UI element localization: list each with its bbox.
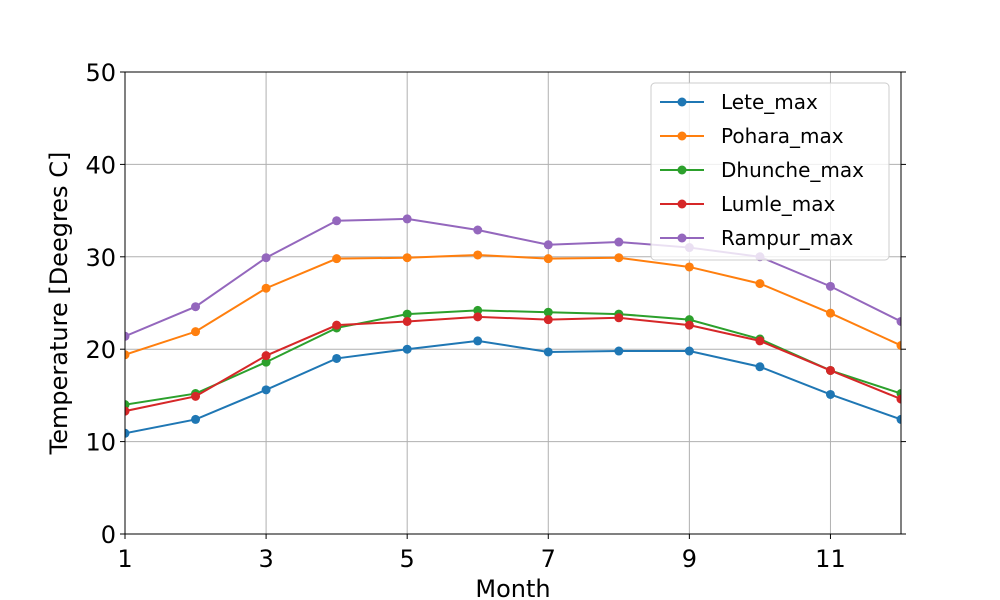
data-point-pohara-max (125, 350, 130, 360)
data-point-lumle-max (825, 365, 835, 375)
data-point-pohara-max (825, 308, 835, 318)
data-point-lete-max (473, 336, 483, 346)
legend-box (650, 82, 890, 261)
y-tick-label: 10 (85, 429, 116, 457)
y-tick-label: 20 (85, 336, 116, 364)
y-tick-label: 0 (101, 521, 116, 549)
data-point-lete-max (896, 414, 901, 424)
legend-entry-dhunche-max: Dhunche_max (660, 158, 864, 182)
legend-entry-rampur-max: Rampur_max (660, 226, 854, 250)
data-point-lete-max (543, 347, 553, 357)
legend-marker-swatch (677, 165, 687, 175)
y-tick-label: 50 (85, 59, 116, 87)
data-point-dhunche-max (261, 357, 271, 367)
series-line-lete-max (125, 339, 901, 435)
series-lumle-max (125, 312, 901, 416)
data-point-dhunche-max (473, 305, 483, 315)
x-tick-label: 5 (400, 545, 415, 573)
data-point-lumle-max (191, 391, 201, 401)
data-point-pohara-max (543, 254, 553, 264)
legend-marker-swatch (677, 199, 687, 209)
data-point-lete-max (125, 428, 130, 438)
legend-marker-swatch (677, 233, 687, 243)
x-axis-label: Month (475, 575, 550, 600)
data-point-lumle-max (543, 315, 553, 325)
data-point-lumle-max (402, 316, 412, 326)
legend-label: Dhunche_max (721, 158, 864, 182)
legend: Lete_max Pohara_max Dhunche_max Lumle_max Ra… (650, 82, 890, 261)
data-point-lete-max (614, 346, 624, 356)
data-point-lete-max (402, 344, 412, 354)
series-line-rampur-max (125, 217, 901, 338)
data-point-pohara-max (755, 279, 765, 289)
data-point-lete-max (332, 353, 342, 363)
axis-ticks: 1 3 5 7 9 11 0 10 20 30 40 50 (85, 59, 906, 573)
series-line-dhunche-max (125, 309, 901, 406)
legend-label: Lete_max (721, 90, 818, 114)
plot-frame (124, 71, 902, 535)
x-tick-label: 1 (117, 545, 132, 573)
legend-label: Pohara_max (721, 124, 844, 148)
data-point-rampur-max (896, 316, 901, 326)
data-point-lumle-max (684, 320, 694, 330)
data-point-rampur-max (614, 237, 624, 247)
data-point-rampur-max (191, 302, 201, 312)
series-pohara-max (125, 250, 901, 360)
data-point-pohara-max (402, 253, 412, 263)
data-point-rampur-max (402, 214, 412, 224)
data-point-lumle-max (125, 406, 130, 416)
data-point-lete-max (755, 362, 765, 372)
y-tick-label: 40 (85, 151, 116, 179)
y-tick-label: 30 (85, 244, 116, 272)
legend-entry-pohara-max: Pohara_max (660, 124, 844, 148)
data-point-dhunche-max (543, 307, 553, 317)
data-point-lumle-max (332, 320, 342, 330)
legend-marker-swatch (677, 97, 687, 107)
x-tick-label: 9 (682, 545, 697, 573)
data-point-lete-max (261, 385, 271, 395)
data-point-pohara-max (261, 283, 271, 293)
data-point-pohara-max (191, 327, 201, 337)
data-point-rampur-max (825, 281, 835, 291)
data-point-dhunche-max (402, 309, 412, 319)
legend-marker-swatch (677, 131, 687, 141)
data-point-lumle-max (614, 313, 624, 323)
legend-entry-lete-max: Lete_max (660, 90, 818, 114)
x-tick-label: 7 (541, 545, 556, 573)
data-point-pohara-max (896, 341, 901, 351)
plot-series (125, 214, 901, 438)
legend-entry-lumle-max: Lumle_max (660, 192, 836, 216)
series-line-pohara-max (125, 253, 901, 356)
series-dhunche-max (125, 305, 901, 410)
data-point-rampur-max (125, 331, 130, 341)
series-lete-max (125, 336, 901, 438)
x-tick-label: 11 (815, 545, 846, 573)
data-point-pohara-max (473, 250, 483, 260)
data-point-pohara-max (684, 262, 694, 272)
legend-label: Lumle_max (721, 192, 836, 216)
data-point-lete-max (684, 346, 694, 356)
data-point-lumle-max (755, 336, 765, 346)
data-point-lete-max (825, 389, 835, 399)
x-tick-label: 3 (258, 545, 273, 573)
y-axis-label: Temperature [Deegres C] (45, 152, 73, 456)
data-point-rampur-max (543, 240, 553, 250)
data-point-lumle-max (896, 394, 901, 404)
data-point-pohara-max (332, 254, 342, 264)
series-line-lumle-max (125, 315, 901, 413)
data-point-rampur-max (261, 253, 271, 263)
data-point-lete-max (191, 414, 201, 424)
data-point-lumle-max (261, 351, 271, 361)
legend-label: Rampur_max (721, 226, 854, 250)
data-point-pohara-max (614, 253, 624, 263)
data-point-rampur-max (473, 225, 483, 235)
data-point-lumle-max (473, 312, 483, 322)
data-point-rampur-max (332, 216, 342, 226)
